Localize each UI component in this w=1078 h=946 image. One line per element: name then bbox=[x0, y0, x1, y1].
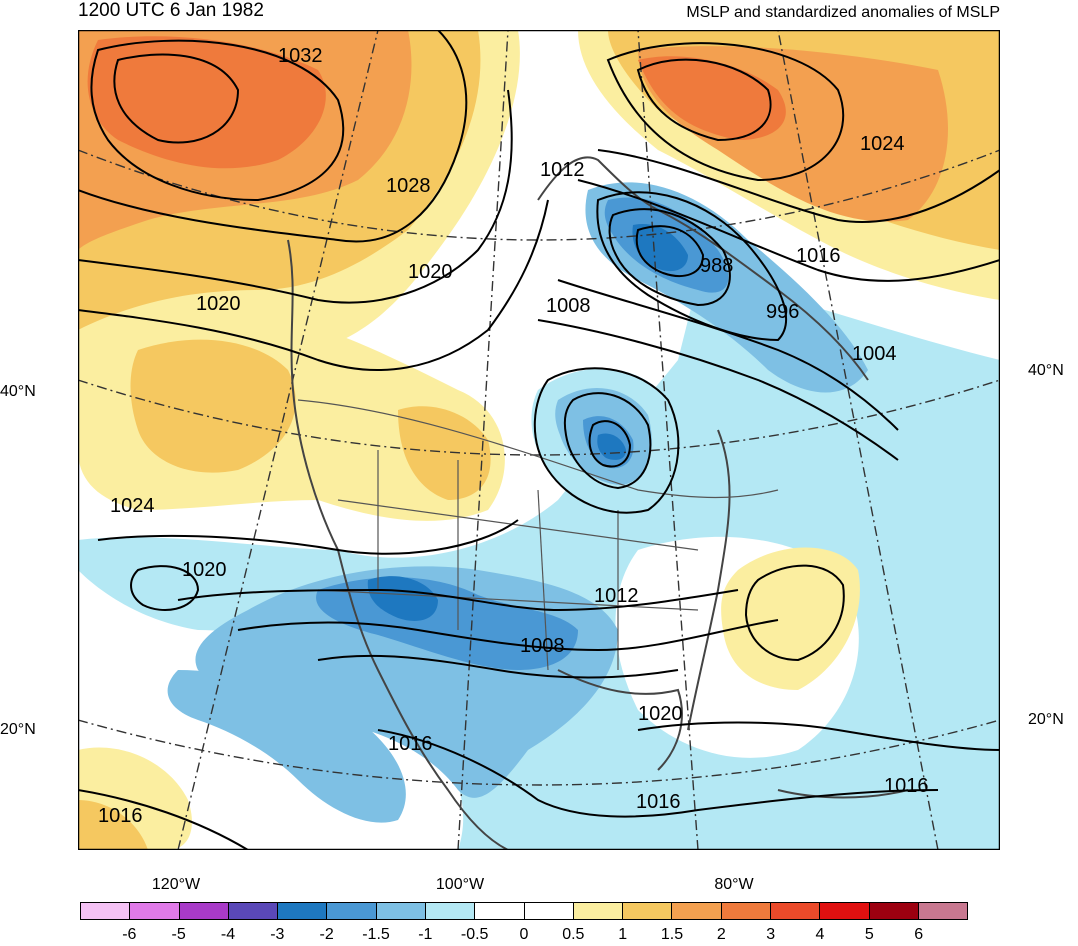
isobar-label: 1008 bbox=[546, 295, 591, 317]
isobar-label: 996 bbox=[766, 301, 799, 323]
colorbar-tick-label: 1.5 bbox=[660, 926, 684, 943]
anomaly-negative-quebec-3 bbox=[632, 224, 688, 272]
anomaly-colorbar bbox=[80, 902, 968, 920]
colorbar-swatch bbox=[770, 903, 821, 919]
isobar-label: 1016 bbox=[98, 805, 143, 827]
anomaly-negative-southern-us-3 bbox=[367, 576, 438, 621]
colorbar-swatch bbox=[179, 903, 229, 919]
isobar-label: 1016 bbox=[884, 775, 929, 797]
isobar-label: 988 bbox=[700, 255, 733, 277]
isobar-label: 1016 bbox=[636, 791, 681, 813]
map-subtitle: MSLP and standardized anomalies of MSLP bbox=[686, 4, 1000, 21]
isobar-label: 1024 bbox=[110, 495, 155, 517]
lat-label-left-40n: 40°N bbox=[0, 383, 36, 400]
anomaly-positive-west-us-2 bbox=[130, 339, 296, 473]
colorbar-swatch bbox=[475, 903, 525, 919]
colorbar-tick-label: -0.5 bbox=[460, 926, 489, 943]
graticule bbox=[78, 30, 1000, 850]
colorbar-tick-label: -1.5 bbox=[362, 926, 390, 943]
colorbar-tick-label: 0.5 bbox=[562, 926, 585, 943]
colorbar-swatch bbox=[327, 903, 377, 919]
colorbar-swatch bbox=[918, 903, 968, 919]
anomaly-positive-northeast-4 bbox=[638, 56, 786, 140]
colorbar-swatch bbox=[130, 903, 180, 919]
lat-label-right-20n: 20°N bbox=[1028, 711, 1064, 728]
colorbar-tick-label: 5 bbox=[864, 926, 874, 943]
colorbar-tick-label: -6 bbox=[122, 926, 137, 943]
isobar-label: 1020 bbox=[408, 261, 453, 283]
lat-label-right-40n: 40°N bbox=[1028, 362, 1064, 379]
isobar-label: 1020 bbox=[196, 293, 241, 315]
anomaly-positive-northwest-4 bbox=[87, 36, 326, 169]
isobar-label: 1020 bbox=[638, 703, 683, 725]
isobar-label: 1032 bbox=[278, 45, 323, 67]
isobar-label: 1008 bbox=[520, 635, 565, 657]
isobar-label: 1012 bbox=[540, 159, 585, 181]
colorbar-tick-label: -4 bbox=[220, 926, 236, 943]
lon-label-100w: 100°W bbox=[435, 876, 485, 893]
colorbar-swatch bbox=[425, 903, 476, 919]
colorbar-swatch bbox=[721, 903, 771, 919]
colorbar-tick-label: -2 bbox=[319, 926, 334, 943]
isobar-label: 1004 bbox=[852, 343, 897, 365]
anomaly-positive-southwest-2 bbox=[78, 800, 148, 850]
colorbar-tick-label: 2 bbox=[716, 926, 726, 943]
political-boundaries bbox=[297, 399, 779, 671]
colorbar-tick-label: 4 bbox=[815, 926, 825, 943]
colorbar-swatch bbox=[869, 903, 919, 919]
anomaly-positive-west-us-3 bbox=[398, 406, 491, 500]
isobar-label: 1016 bbox=[388, 733, 433, 755]
map-canvas: 1032 1028 1012 1020 1024 1016 988 996 10… bbox=[78, 30, 1000, 850]
colorbar-swatch bbox=[278, 903, 328, 919]
map-panel: 1032 1028 1012 1020 1024 1016 988 996 10… bbox=[78, 30, 1000, 850]
anomaly-negative-mexico bbox=[167, 670, 406, 823]
isobar-label: 1012 bbox=[594, 585, 639, 607]
colorbar-tick-label: -5 bbox=[171, 926, 186, 943]
colorbar-tick-label: -3 bbox=[270, 926, 285, 943]
colorbar-swatch bbox=[524, 903, 574, 919]
isobars bbox=[78, 30, 1000, 850]
colorbar-swatch bbox=[623, 903, 673, 919]
map-frame bbox=[78, 30, 1000, 850]
isobar-label: 1028 bbox=[386, 175, 431, 197]
colorbar-swatch bbox=[376, 903, 426, 919]
lon-label-80w: 80°W bbox=[714, 876, 754, 893]
colorbar-swatch bbox=[672, 903, 722, 919]
isobar-labels: 1032 1028 1012 1020 1024 1016 988 996 10… bbox=[98, 45, 929, 827]
colorbar-tick-label: 6 bbox=[914, 926, 924, 943]
colorbar-swatch bbox=[228, 903, 279, 919]
colorbar-swatch bbox=[81, 903, 131, 919]
colorbar-tick-label: 1 bbox=[618, 926, 628, 943]
isobar-label: 1016 bbox=[796, 245, 841, 267]
lon-label-120w: 120°W bbox=[151, 876, 201, 893]
isobar-label: 1024 bbox=[860, 133, 905, 155]
colorbar-swatch bbox=[573, 903, 624, 919]
colorbar-tick-label: -1 bbox=[418, 926, 433, 943]
isobar-label: 1020 bbox=[182, 559, 227, 581]
colorbar-tick-label: 3 bbox=[766, 926, 776, 943]
colorbar-tick-label: 0 bbox=[519, 926, 529, 943]
map-title: 1200 UTC 6 Jan 1982 bbox=[78, 0, 264, 21]
colorbar-swatch bbox=[820, 903, 870, 919]
lat-label-left-20n: 20°N bbox=[0, 721, 36, 738]
